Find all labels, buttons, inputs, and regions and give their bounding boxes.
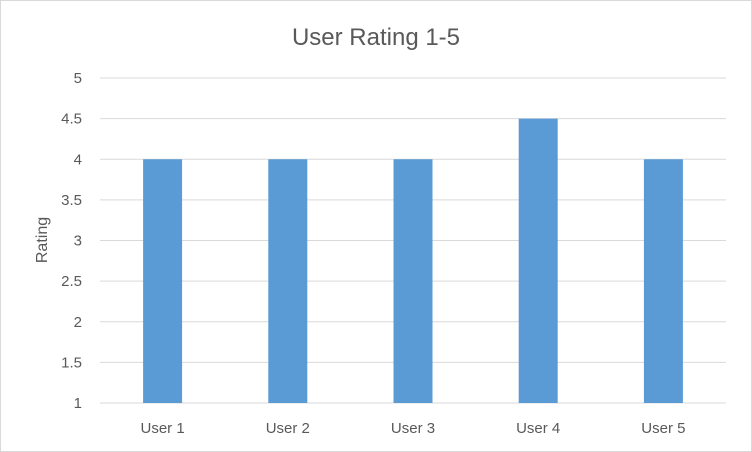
- y-axis-title: Rating: [34, 217, 51, 263]
- bar: [268, 159, 308, 403]
- x-tick-label: User 5: [641, 420, 685, 437]
- y-axis-ticks: 1 1.5 2 2.5 3 3.5 4 4.5 5: [61, 70, 82, 412]
- bar: [393, 159, 433, 403]
- chart-title: User Rating 1-5: [292, 24, 460, 51]
- y-tick-label: 2.5: [61, 273, 82, 290]
- x-tick-label: User 3: [391, 420, 435, 437]
- y-tick-label: 3: [74, 233, 82, 250]
- y-tick-label: 5: [74, 70, 82, 87]
- x-tick-label: User 2: [266, 420, 310, 437]
- y-tick-label: 3.5: [61, 192, 82, 209]
- bars: [143, 118, 683, 403]
- bar: [143, 159, 183, 403]
- x-tick-label: User 4: [516, 420, 560, 437]
- y-tick-label: 4: [74, 151, 82, 168]
- x-axis-ticks: User 1 User 2 User 3 User 4 User 5: [141, 420, 686, 437]
- y-tick-label: 4.5: [61, 111, 82, 128]
- y-tick-label: 1.5: [61, 354, 82, 371]
- bar: [518, 118, 558, 403]
- y-tick-label: 2: [74, 314, 82, 331]
- x-tick-label: User 1: [141, 420, 185, 437]
- bar: [643, 159, 683, 403]
- y-tick-label: 1: [74, 395, 82, 412]
